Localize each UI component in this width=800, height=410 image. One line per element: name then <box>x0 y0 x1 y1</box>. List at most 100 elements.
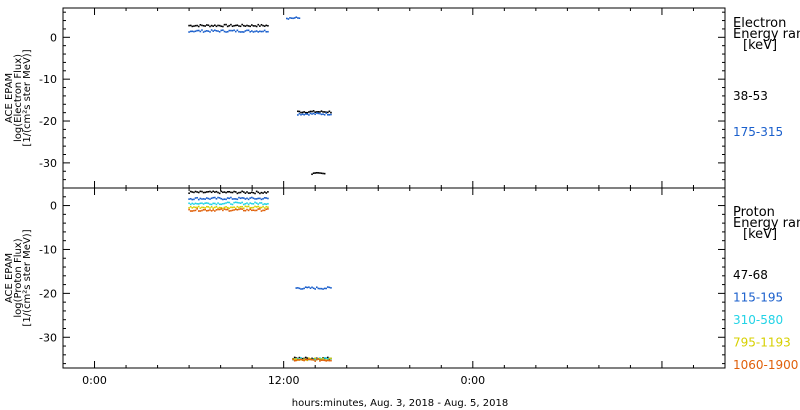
data-point <box>293 17 296 19</box>
legend-entry: 1060-1900 <box>733 358 798 372</box>
legend-entry: 310-580 <box>733 313 783 327</box>
data-point <box>205 205 208 208</box>
data-point <box>226 208 229 211</box>
data-point <box>322 113 324 116</box>
data-point <box>193 206 195 208</box>
data-point <box>262 192 264 194</box>
data-point <box>325 287 328 290</box>
data-point <box>328 286 331 289</box>
data-point <box>215 209 218 211</box>
data-point <box>254 192 256 195</box>
data-point <box>322 357 324 360</box>
data-point <box>222 191 224 194</box>
data-point <box>314 113 316 116</box>
data-point <box>225 198 227 201</box>
data-point <box>196 206 198 209</box>
data-point <box>223 23 226 26</box>
data-point <box>220 29 223 32</box>
data-point <box>238 202 240 204</box>
data-point <box>319 112 321 115</box>
data-point <box>234 208 237 211</box>
data-point <box>242 24 245 27</box>
data-point <box>196 202 198 205</box>
data-point <box>222 207 224 210</box>
data-point <box>223 198 226 200</box>
y-axis-title-line: ACE EPAM <box>4 253 15 303</box>
data-point <box>306 113 309 115</box>
data-point <box>239 31 242 33</box>
data-point <box>217 196 219 199</box>
data-point <box>247 209 250 212</box>
data-point <box>199 207 202 209</box>
data-point <box>320 287 323 290</box>
data-point <box>252 197 255 200</box>
data-point <box>233 29 235 32</box>
data-point <box>197 25 200 28</box>
data-point <box>197 210 200 212</box>
data-point <box>322 288 324 290</box>
data-point <box>214 210 216 212</box>
data-point <box>257 205 260 208</box>
data-point <box>262 205 264 208</box>
data-point <box>252 209 255 211</box>
data-point <box>202 203 205 205</box>
data-point <box>223 202 226 205</box>
data-point <box>327 356 329 359</box>
data-point <box>286 17 288 20</box>
data-point <box>267 191 269 193</box>
data-point <box>309 287 312 290</box>
data-point <box>292 17 294 20</box>
data-point <box>317 287 320 290</box>
panel-frames <box>62 7 726 369</box>
data-point <box>191 202 194 205</box>
data-point <box>251 30 253 32</box>
data-point <box>226 201 229 204</box>
tick-labels: 0 -10 -20 -30 0 -10 -20 -30 0:00 12:00 0:00 <box>39 31 485 387</box>
x-tick-label: 12:00 <box>268 374 300 387</box>
data-point <box>308 111 310 113</box>
data-point <box>193 191 195 194</box>
data-point <box>226 197 229 199</box>
data-point <box>201 29 203 31</box>
data-point <box>259 206 261 209</box>
data-point <box>231 209 234 212</box>
y-tick-label: -10 <box>39 243 57 256</box>
data-point <box>231 198 234 200</box>
data-point <box>201 202 203 205</box>
data-point <box>312 287 315 290</box>
data-point <box>231 25 234 28</box>
data-point <box>239 206 242 208</box>
data-point <box>194 206 197 209</box>
data-point <box>231 29 234 32</box>
data-point <box>217 24 219 27</box>
data-point <box>220 197 223 200</box>
data-point <box>202 209 205 211</box>
data-point <box>249 197 252 199</box>
data-point <box>303 358 305 360</box>
data-point <box>220 208 223 210</box>
data-point <box>300 111 302 114</box>
data-point <box>212 30 215 32</box>
data-point <box>317 358 320 360</box>
data-point <box>234 191 237 193</box>
data-point <box>207 24 210 27</box>
data-point <box>246 197 248 200</box>
data-point <box>317 112 320 115</box>
data-point <box>207 202 210 205</box>
data-point <box>199 23 202 26</box>
legend-entry: 47-68 <box>733 268 768 282</box>
data-point <box>202 206 205 209</box>
data-point <box>259 202 261 204</box>
data-point <box>239 25 242 28</box>
data-point <box>312 112 315 115</box>
data-point <box>306 357 309 359</box>
data-point <box>191 210 194 212</box>
data-point <box>308 286 310 288</box>
data-point <box>314 111 316 113</box>
data-point <box>260 198 263 201</box>
data-point <box>255 198 258 200</box>
series-proton-47-68 <box>188 190 332 361</box>
data-point <box>263 207 266 209</box>
data-point <box>217 30 219 32</box>
data-point <box>223 191 226 193</box>
